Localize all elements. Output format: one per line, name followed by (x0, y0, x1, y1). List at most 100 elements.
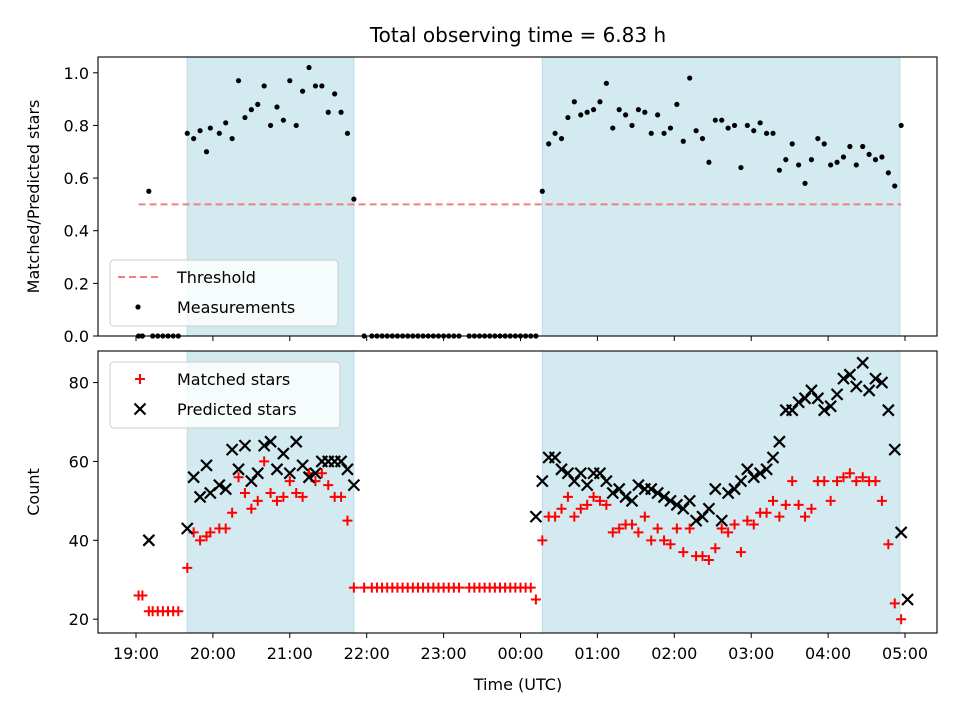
x-tick-label: 23:00 (421, 644, 467, 663)
x-tick-label: 03:00 (728, 644, 774, 663)
matched-stars-point (259, 456, 270, 467)
measurement-point (571, 99, 577, 105)
predicted-stars-point (644, 482, 658, 496)
measurement-point (808, 157, 815, 163)
matched-stars-point (336, 491, 347, 502)
matched-stars-point (723, 527, 734, 538)
measurement-point (325, 109, 331, 115)
matched-stars-point (271, 495, 282, 506)
measurement-point (229, 135, 235, 142)
measurement-point (332, 91, 338, 97)
predicted-stars-point (734, 474, 748, 488)
matched-stars-point (284, 476, 295, 487)
predicted-stars-point (600, 474, 613, 488)
predicted-stars-point (625, 494, 639, 508)
measurement-point (840, 154, 847, 160)
matched-stars-point (537, 535, 548, 546)
top-y-tick-label: 0.4 (64, 222, 89, 241)
top-y-tick-label: 0.0 (64, 327, 89, 346)
predicted-stars-point (180, 522, 194, 535)
legend-label: Matched stars (177, 370, 290, 389)
measurement-point (306, 64, 312, 71)
matched-stars-point (851, 476, 862, 487)
bot-y-tick-label: 80 (69, 374, 89, 393)
predicted-stars-point (817, 403, 831, 417)
predicted-stars-point (277, 447, 290, 460)
chart-title: Total observing time = 6.83 h (369, 23, 666, 47)
predicted-stars-point (651, 486, 664, 500)
predicted-stars-point (264, 435, 277, 448)
matched-stars-point (857, 472, 868, 483)
measurement-point (610, 125, 616, 131)
measurement-point (796, 162, 802, 168)
matched-stars-point (787, 476, 798, 487)
predicted-stars-point (875, 376, 889, 389)
top-shaded-intervals (186, 56, 901, 337)
predicted-stars-point (225, 443, 239, 456)
x-tick-label: 00:00 (497, 644, 543, 663)
matched-stars-point (659, 535, 670, 546)
measurement-point (223, 120, 229, 126)
legend-predicted-swatch (133, 402, 147, 416)
measurement-point (667, 125, 674, 131)
predicted-stars-point (574, 466, 588, 480)
measurement-point (552, 130, 558, 136)
matched-stars-point (671, 523, 682, 534)
predicted-stars-point (811, 392, 825, 405)
measurement-point (616, 107, 622, 113)
bottom-axes-frame (97, 350, 938, 634)
measurement-point (197, 128, 203, 134)
measurement-point (763, 130, 770, 136)
matched-stars-point (838, 472, 849, 483)
matched-stars-point (832, 476, 843, 487)
measurement-point (242, 114, 248, 121)
predicted-stars-point (882, 403, 895, 417)
measurement-point (866, 151, 872, 157)
predicted-stars-point (664, 494, 677, 508)
bot-y-tick-label: 40 (69, 531, 89, 550)
measurement-point (699, 135, 706, 142)
bot-legend-box (109, 361, 341, 429)
matched-stars-point (182, 562, 193, 573)
predicted-stars-point (894, 526, 908, 539)
measurement-point (590, 107, 597, 113)
predicted-stars-point (657, 490, 671, 504)
matched-stars-point (582, 499, 593, 510)
matched-stars-point (265, 487, 276, 498)
predicted-stars-point (747, 470, 761, 484)
measurement-point (565, 114, 571, 121)
measurement-point (892, 183, 898, 189)
matched-stars-point (556, 503, 567, 514)
matched-stars-point (774, 511, 785, 522)
matched-stars-point (220, 523, 231, 534)
measurement-point (287, 78, 293, 84)
legend-label: Predicted stars (177, 400, 297, 419)
matched-stars-point (627, 519, 638, 530)
predicted-stars-point (792, 395, 805, 409)
measurement-point (539, 188, 545, 194)
top-shaded-interval-1 (541, 56, 901, 337)
matched-stars-point (575, 503, 586, 514)
predicted-stars-point (856, 356, 869, 370)
measurement-point (731, 122, 738, 129)
x-tick-label: 22:00 (344, 644, 390, 663)
measurement-point (597, 99, 603, 105)
predicted-stars-point (683, 494, 696, 508)
predicted-stars-point (309, 466, 322, 480)
matched-stars-point (800, 511, 811, 522)
matched-stars-point (735, 547, 746, 558)
matched-stars-point (614, 523, 625, 534)
measurement-point (738, 164, 744, 171)
measurement-point (642, 109, 648, 115)
matched-stars-point (806, 503, 817, 514)
measurement-point (770, 130, 776, 136)
matched-stars-point (195, 535, 206, 546)
predicted-stars-point (837, 372, 850, 385)
bottom-plot-area (133, 356, 914, 625)
matched-stars-point (767, 495, 778, 506)
predicted-stars-point (709, 482, 722, 496)
bot-shaded-interval-1 (541, 350, 901, 634)
top-y-tick-label: 0.8 (64, 116, 89, 135)
matched-stars-point (639, 511, 650, 522)
measurement-point (655, 112, 661, 118)
